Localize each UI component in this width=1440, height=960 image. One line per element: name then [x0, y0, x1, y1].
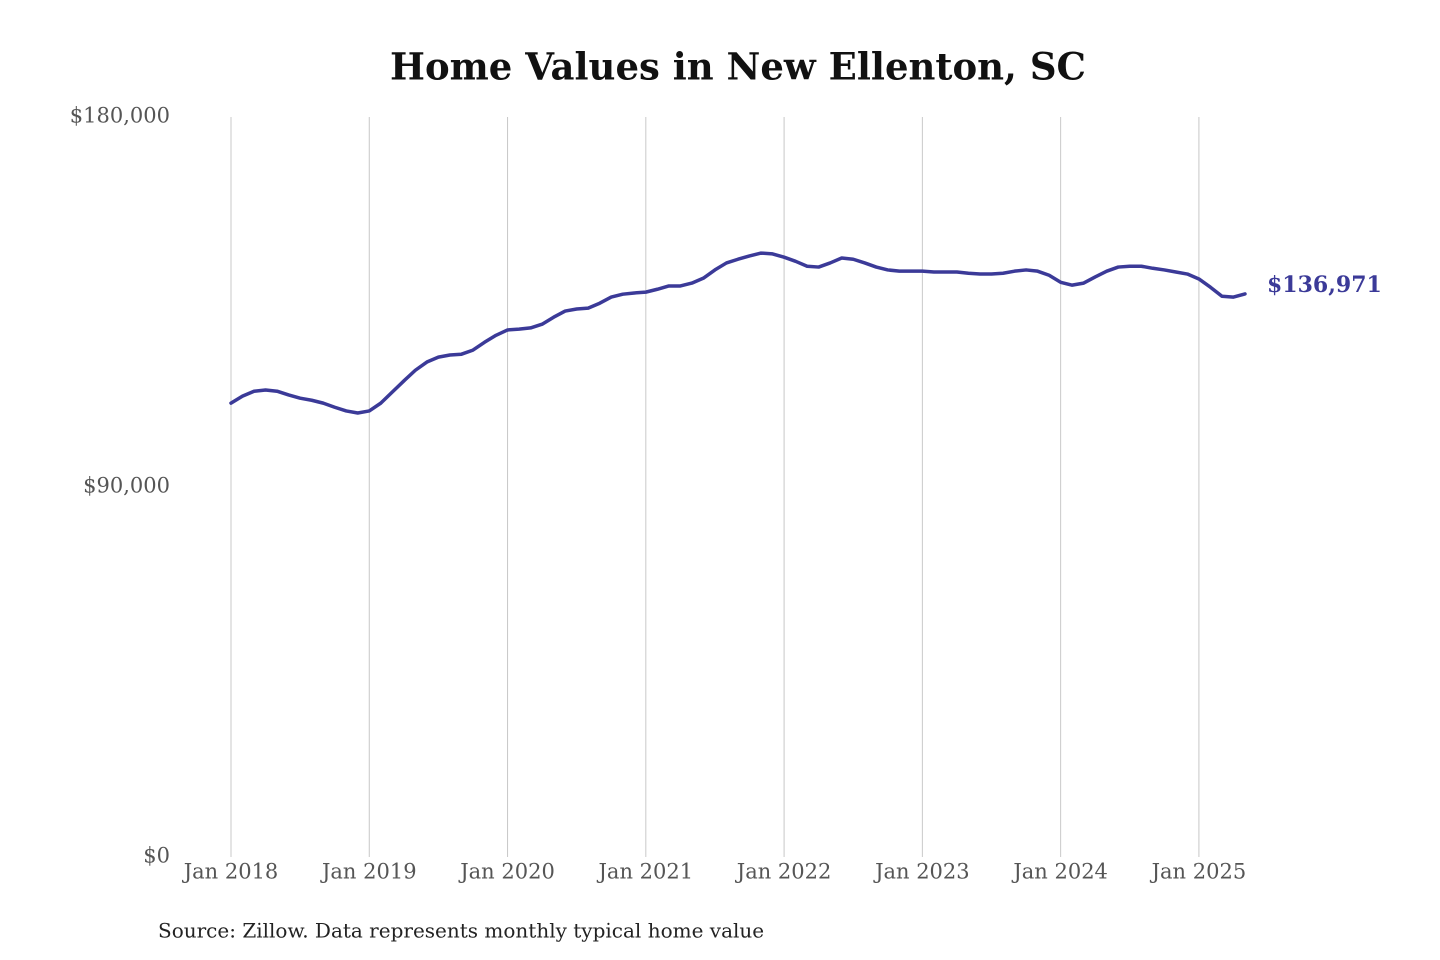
- line: [229, 251, 1247, 415]
- x-tick-label: Jan 2019: [320, 860, 417, 884]
- x-tick-label: Jan 2022: [735, 860, 832, 884]
- y-tick-label: $0: [143, 844, 170, 868]
- x-tick-label: Jan 2020: [458, 860, 555, 884]
- x-tick-label: Jan 2023: [873, 860, 970, 884]
- chart-title: Home Values in New Ellenton, SC: [390, 45, 1086, 89]
- value-label: $136,971: [1267, 272, 1382, 298]
- x-tick-label: Jan 2024: [1011, 860, 1108, 884]
- y-tick-label: $180,000: [70, 104, 170, 128]
- y-tick-label: $90,000: [83, 474, 170, 498]
- source-note: Source: Zillow. Data represents monthly …: [158, 919, 764, 943]
- x-tick-label: Jan 2025: [1150, 860, 1247, 884]
- x-tick-label: Jan 2018: [182, 860, 279, 884]
- x-tick-label: Jan 2021: [597, 860, 694, 884]
